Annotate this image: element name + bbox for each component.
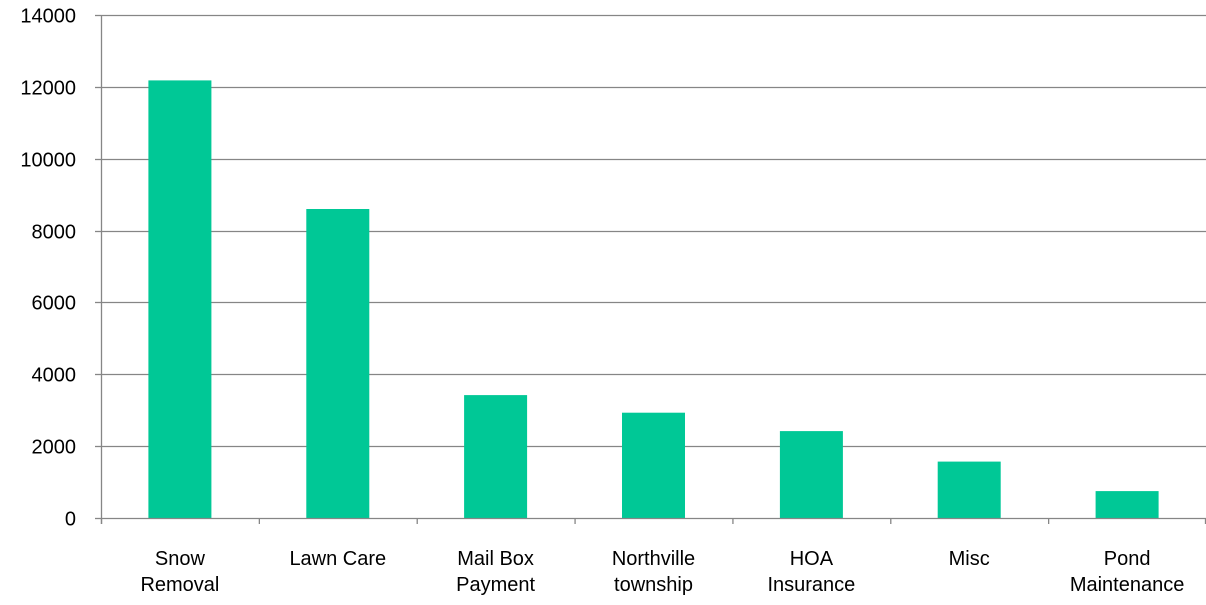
y-tick-labels: 0 2000 4000 6000 8000 10000 12000 14000 (20, 6, 76, 531)
x-category-label-2: Mail Box Payment (456, 548, 535, 596)
x-category-label-6: Pond Maintenance (1070, 548, 1185, 596)
bar-1 (306, 209, 370, 518)
x-category-label-line: Pond (1104, 548, 1151, 570)
x-category-label-line: township (614, 574, 693, 596)
x-category-labels: Snow Removal Lawn Care Mail Box Payment North… (140, 548, 1184, 596)
bar-0 (148, 80, 212, 519)
bar-6 (1095, 491, 1159, 518)
x-category-label-line: Misc (949, 548, 990, 570)
x-category-label-5: Misc (949, 548, 990, 570)
x-category-label-line: Northville (612, 548, 695, 570)
y-tick-label-14000: 14000 (20, 6, 76, 28)
y-tick-label-12000: 12000 (20, 78, 76, 100)
gridlines (95, 14, 1206, 520)
x-category-label-4: HOA Insurance (767, 548, 855, 596)
x-category-label-line: Maintenance (1070, 574, 1185, 596)
bar-2 (464, 395, 528, 518)
y-tick-label-8000: 8000 (32, 222, 77, 244)
bars (148, 80, 1159, 519)
x-category-label-line: Insurance (767, 574, 855, 596)
y-tick-label-0: 0 (65, 509, 76, 531)
x-category-label-line: Snow (155, 548, 206, 570)
y-tick-label-4000: 4000 (32, 365, 77, 387)
x-category-label-line: Lawn Care (289, 548, 386, 570)
x-category-label-line: HOA (790, 548, 834, 570)
x-category-label-3: Northville township (612, 548, 695, 596)
bar-4 (779, 431, 843, 518)
x-category-label-line: Payment (456, 574, 535, 596)
y-tick-label-6000: 6000 (32, 293, 77, 315)
x-category-label-line: Removal (140, 574, 219, 596)
y-tick-label-10000: 10000 (20, 150, 76, 172)
x-category-label-1: Lawn Care (289, 548, 386, 570)
x-category-label-line: Mail Box (457, 548, 534, 570)
y-tick-label-2000: 2000 (32, 437, 77, 459)
bar-3 (622, 412, 685, 518)
x-category-label-0: Snow Removal (140, 548, 219, 596)
bar-5 (937, 461, 1001, 518)
